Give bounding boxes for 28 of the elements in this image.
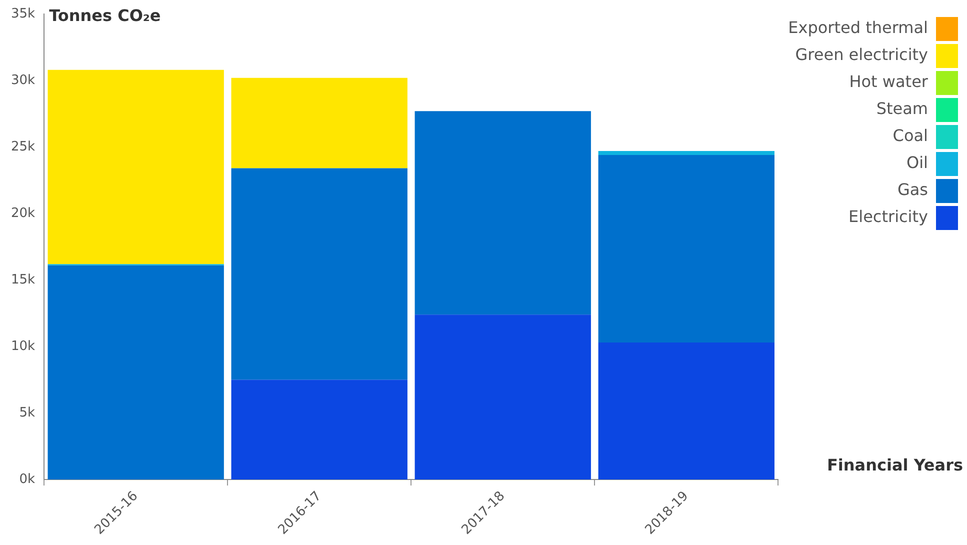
bar [598,155,774,343]
bar [598,342,774,480]
bar [598,151,774,155]
legend-label: Hot water [849,72,928,92]
bar [231,380,408,480]
y-tick-label: 10k [10,338,36,354]
legend-label: Green electricity [795,45,928,64]
legend-label: Coal [892,126,928,146]
legend-label: Electricity [848,207,928,226]
y-tick-label: 35k [10,6,36,22]
y-tick-label: 5k [19,405,36,420]
y-axis-title: Tonnes CO₂e [49,6,161,26]
bar [48,70,224,264]
legend-label: Steam [876,99,928,118]
bar [231,168,408,380]
bar [231,78,408,168]
bar [414,314,591,480]
bar [48,265,224,480]
y-tick-label: 15k [10,272,36,288]
y-tick-label: 30k [10,72,36,88]
bar [414,111,591,315]
legend-label: Exported thermal [788,18,928,38]
y-tick-label: 20k [10,206,36,221]
y-tick-label: 0k [19,472,36,487]
x-axis-title: Financial Years [827,456,963,475]
legend-label: Oil [906,153,928,172]
y-tick-label: 25k [10,139,36,154]
legend-label: Gas [897,180,928,200]
